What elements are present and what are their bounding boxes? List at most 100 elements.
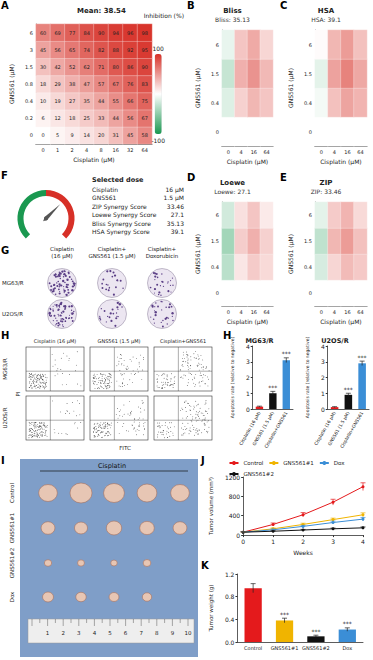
svg-text:***: *** (280, 611, 289, 618)
svg-text:Control: Control (9, 483, 15, 503)
svg-text:76: 76 (127, 81, 133, 87)
svg-text:Cisplatin (μM): Cisplatin (μM) (73, 156, 115, 164)
svg-text:90: 90 (98, 30, 104, 36)
svg-text:69: 69 (54, 30, 60, 36)
svg-text:80: 80 (113, 64, 119, 70)
svg-text:(16 μM): (16 μM) (51, 253, 72, 260)
svg-text:GNS561#2: GNS561#2 (302, 645, 330, 651)
svg-text:1: 1 (246, 390, 250, 397)
svg-text:1: 1 (56, 147, 59, 153)
svg-text:4: 4 (333, 309, 336, 315)
svg-text:0: 0 (227, 149, 230, 155)
svg-text:6: 6 (309, 212, 312, 218)
svg-text:ZIP: ZIP (320, 179, 333, 187)
svg-text:31: 31 (113, 132, 119, 138)
svg-text:Cisplatin+GNS561: Cisplatin+GNS561 (263, 411, 288, 449)
svg-text:66: 66 (127, 98, 133, 104)
svg-text:Tumor volume (mm³): Tumor volume (mm³) (208, 477, 214, 536)
svg-text:14: 14 (83, 132, 89, 138)
svg-text:HSA: HSA (318, 7, 335, 15)
svg-text:GNS561#1: GNS561#1 (271, 645, 299, 651)
svg-text:GNS561 (μM): GNS561 (μM) (194, 68, 202, 108)
svg-text:0.4: 0.4 (304, 264, 312, 270)
svg-text:0: 0 (321, 406, 325, 413)
svg-text:82: 82 (98, 47, 104, 53)
svg-text:42: 42 (54, 64, 60, 70)
svg-text:1.5: 1.5 (211, 71, 219, 77)
svg-text:***: *** (358, 354, 367, 361)
svg-text:0.4: 0.4 (25, 98, 33, 104)
svg-text:6: 6 (309, 42, 312, 48)
svg-text:0: 0 (246, 406, 250, 413)
svg-text:1: 1 (271, 538, 275, 545)
svg-text:400: 400 (229, 512, 241, 519)
svg-text:45: 45 (127, 132, 133, 138)
svg-text:0.0: 0.0 (225, 639, 235, 646)
svg-text:0.2: 0.2 (25, 115, 33, 121)
svg-text:4: 4 (85, 147, 88, 153)
svg-text:Bliss: 35.13: Bliss: 35.13 (215, 16, 250, 23)
svg-text:84: 84 (83, 30, 89, 36)
svg-text:Dox: Dox (334, 460, 345, 466)
svg-text:1.5: 1.5 (211, 238, 219, 244)
svg-text:44: 44 (98, 98, 104, 104)
svg-text:0: 0 (241, 538, 245, 545)
svg-text:2: 2 (321, 374, 325, 381)
svg-text:Loewe: Loewe (220, 179, 245, 187)
svg-text:29: 29 (54, 81, 60, 87)
svg-text:PI: PI (15, 391, 21, 396)
svg-text:2: 2 (301, 538, 305, 545)
svg-text:18: 18 (69, 115, 75, 121)
svg-text:6: 6 (42, 115, 45, 121)
svg-text:4: 4 (239, 149, 242, 155)
svg-text:6: 6 (124, 630, 128, 636)
svg-text:3: 3 (246, 358, 250, 365)
svg-text:58: 58 (142, 132, 148, 138)
svg-text:12: 12 (54, 115, 60, 121)
svg-text:83: 83 (142, 81, 148, 87)
svg-text:Dox: Dox (342, 645, 352, 651)
svg-text:U2OS/R: U2OS/R (2, 407, 8, 428)
svg-text:GNS561 (μM): GNS561 (μM) (194, 234, 202, 274)
svg-text:71: 71 (98, 64, 104, 70)
svg-text:64: 64 (263, 149, 269, 155)
svg-text:32: 32 (127, 147, 133, 153)
svg-text:GNS561 (μM): GNS561 (μM) (8, 64, 16, 104)
svg-text:8: 8 (155, 630, 159, 636)
svg-text:95: 95 (142, 47, 148, 53)
svg-text:9: 9 (171, 630, 175, 636)
svg-text:0: 0 (216, 290, 219, 296)
svg-text:***: *** (282, 350, 291, 357)
svg-text:1.5: 1.5 (304, 238, 312, 244)
svg-text:16: 16 (344, 149, 350, 155)
svg-text:16: 16 (344, 309, 350, 315)
svg-text:Cisplatin (μM): Cisplatin (μM) (227, 158, 269, 166)
svg-text:Cisplatin (μM): Cisplatin (μM) (320, 158, 362, 166)
svg-text:GNS561#1: GNS561#1 (9, 513, 15, 543)
svg-text:65: 65 (69, 47, 75, 53)
svg-text:Cisplatin: Cisplatin (98, 462, 126, 470)
svg-text:3: 3 (321, 358, 325, 365)
svg-text:67: 67 (142, 115, 148, 121)
svg-text:9: 9 (71, 132, 74, 138)
svg-text:MG63/R: MG63/R (2, 280, 24, 286)
svg-text:16: 16 (251, 309, 257, 315)
svg-text:1.5: 1.5 (25, 64, 33, 70)
svg-text:Cisplatin+GNS561: Cisplatin+GNS561 (339, 411, 364, 449)
svg-text:0.4: 0.4 (211, 264, 219, 270)
svg-text:60: 60 (40, 30, 46, 36)
svg-text:10: 10 (40, 98, 46, 104)
svg-text:800: 800 (229, 493, 241, 500)
svg-text:94: 94 (113, 30, 119, 36)
svg-text:64: 64 (357, 149, 363, 155)
svg-text:62: 62 (83, 64, 89, 70)
svg-text:8: 8 (100, 147, 103, 153)
svg-text:0.4: 0.4 (304, 100, 312, 106)
svg-text:92: 92 (127, 47, 133, 53)
svg-text:1.5: 1.5 (304, 71, 312, 77)
svg-text:1: 1 (46, 630, 50, 636)
svg-text:5: 5 (56, 132, 59, 138)
svg-text:MG63/R: MG63/R (245, 337, 273, 345)
svg-text:GNS561 (1.5 μM): GNS561 (1.5 μM) (98, 338, 141, 345)
svg-text:96: 96 (127, 30, 133, 36)
